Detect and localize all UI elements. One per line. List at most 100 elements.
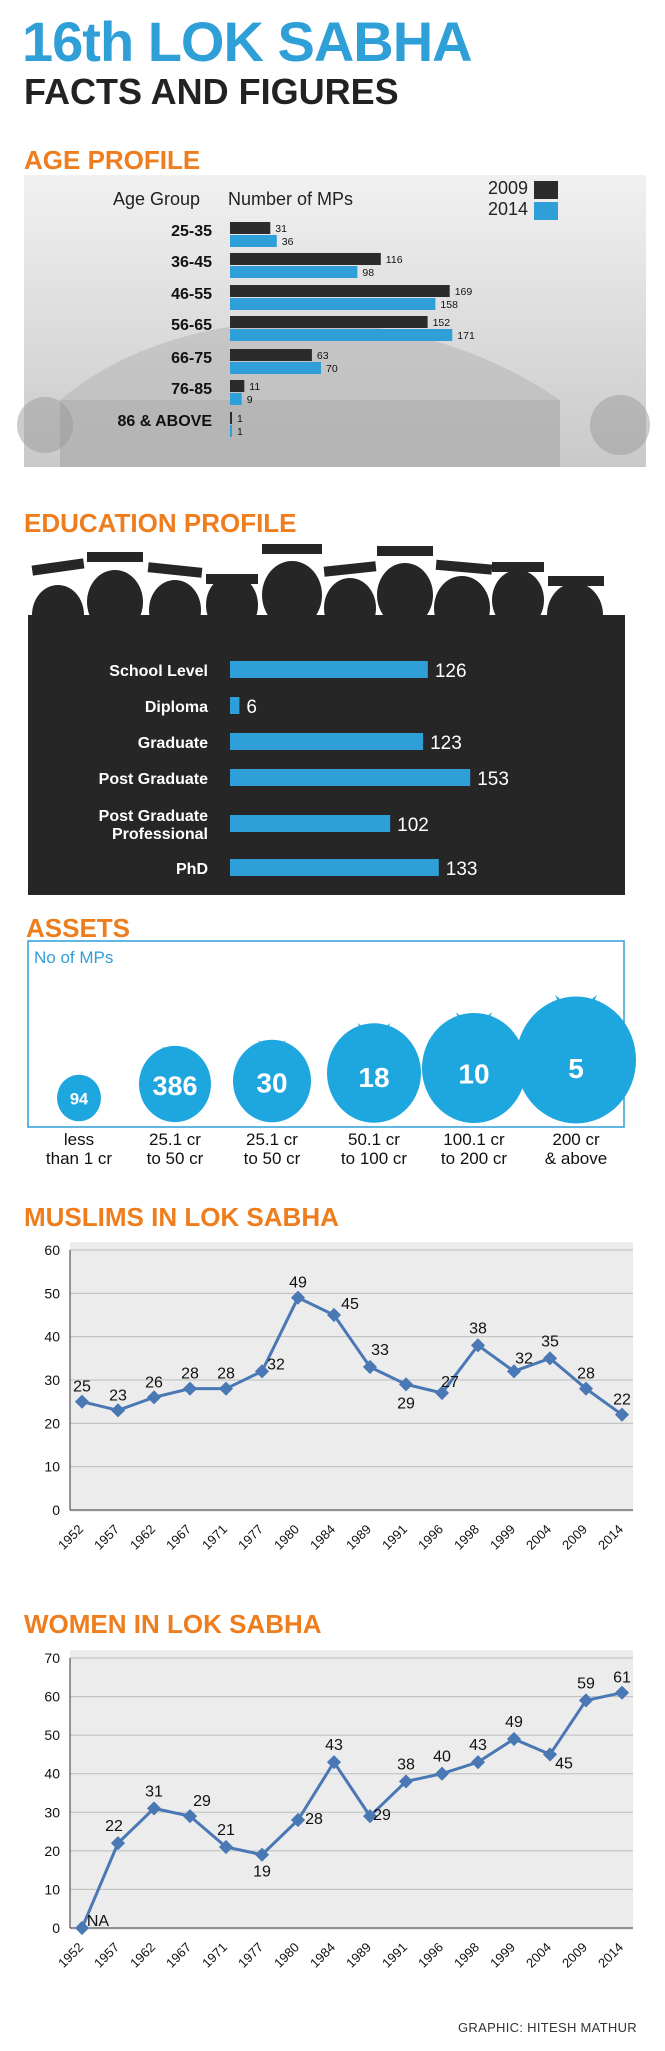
x-tick-label: 1998	[451, 1522, 482, 1553]
legend-2009-label: 2009	[488, 178, 528, 198]
asset-category-label: 25.1 cr	[149, 1130, 201, 1149]
edu-category-label: Post Graduate	[99, 771, 208, 788]
data-point	[542, 1351, 558, 1366]
age-bar-value: 1	[237, 413, 243, 425]
asset-category-label: to 200 cr	[441, 1149, 507, 1168]
data-label: 38	[397, 1756, 415, 1773]
series-line	[80, 1691, 623, 1929]
y-tick-label: 60	[44, 1689, 60, 1705]
x-tick-label: 2014	[595, 1940, 626, 1971]
legend-2009-swatch	[534, 181, 558, 199]
x-tick-label: 1962	[127, 1940, 158, 1971]
asset-count: 94	[70, 1091, 89, 1109]
tree-left	[17, 397, 73, 453]
edu-bar-value: 126	[435, 661, 467, 682]
age-category-label: 66-75	[171, 350, 212, 367]
age-bar-value: 171	[457, 330, 475, 342]
x-tick-label: 1971	[199, 1522, 230, 1553]
data-point	[326, 1307, 342, 1323]
x-tick-label: 1977	[235, 1522, 266, 1553]
x-tick-label: 1980	[271, 1522, 302, 1553]
asset-category-label: to 100 cr	[341, 1149, 407, 1168]
data-point	[578, 1693, 594, 1708]
data-label: 29	[397, 1395, 415, 1412]
age-profile-chart: Age Group Number of MPs 2009 2014 25-35 3…	[17, 175, 650, 467]
legend-2014-label: 2014	[488, 199, 528, 219]
edu-bar	[230, 697, 240, 714]
age-bar-value: 116	[386, 254, 403, 266]
age-bar-value: 98	[362, 267, 374, 279]
age-bar-2009	[230, 412, 232, 424]
age-bar-value: 36	[282, 236, 294, 248]
data-label: 61	[613, 1670, 631, 1687]
y-tick-label: 60	[44, 1242, 60, 1258]
data-label: 25	[73, 1379, 91, 1396]
data-label: 27	[441, 1374, 459, 1391]
x-tick-label: 1991	[379, 1522, 410, 1553]
age-bar-2009	[230, 380, 245, 392]
age-bar-value: 158	[440, 299, 458, 311]
data-label: 21	[217, 1822, 235, 1839]
money-bag	[57, 1074, 101, 1122]
edu-bar	[230, 661, 428, 678]
y-tick-label: 10	[44, 1881, 60, 1897]
age-bar-value: 152	[433, 317, 451, 329]
data-label: 23	[109, 1387, 127, 1404]
y-tick-label: 10	[44, 1459, 60, 1475]
data-label: 38	[469, 1320, 487, 1337]
age-bar-2014	[230, 298, 436, 310]
x-tick-label: 2014	[595, 1522, 626, 1553]
y-tick-label: 0	[52, 1502, 60, 1518]
age-category-label: 46-55	[171, 286, 212, 303]
asset-count: 386	[152, 1071, 197, 1101]
age-bar-2014	[230, 425, 232, 437]
series-line	[81, 1295, 623, 1416]
y-tick-label: 30	[44, 1804, 60, 1820]
x-tick-label: 1967	[163, 1940, 194, 1971]
page-subtitle: FACTS AND FIGURES	[24, 71, 399, 112]
x-tick-label: 1971	[199, 1940, 230, 1971]
asset-category-label: to 50 cr	[147, 1149, 204, 1168]
data-label: 45	[341, 1296, 359, 1313]
assets-title: ASSETS	[26, 913, 131, 943]
data-point	[362, 1359, 378, 1375]
x-tick-label: 1989	[343, 1522, 374, 1553]
age-bar-value: 169	[455, 286, 473, 298]
data-label: 59	[577, 1675, 595, 1692]
age-category-label: 86 & ABOVE	[117, 413, 212, 430]
data-label: 29	[193, 1793, 211, 1810]
age-bar-value: 11	[249, 381, 260, 393]
money-bag	[139, 1045, 211, 1123]
edu-bar-value: 153	[477, 769, 509, 790]
age-bar-2014	[230, 393, 242, 405]
data-label: NA	[87, 1913, 110, 1930]
asset-category-label: 25.1 cr	[246, 1130, 298, 1149]
data-point	[434, 1385, 450, 1401]
asset-count: 5	[568, 1053, 584, 1084]
x-tick-label: 1999	[487, 1940, 518, 1971]
x-tick-label: 1980	[271, 1940, 302, 1971]
x-tick-label: 1998	[451, 1940, 482, 1971]
x-tick-label: 2009	[559, 1940, 590, 1971]
age-bar-value: 63	[317, 350, 329, 362]
asset-category-label: than 1 cr	[46, 1149, 112, 1168]
edu-bar-value: 133	[446, 859, 478, 880]
age-bar-value: 9	[247, 394, 253, 406]
edu-category-label: Post Graduate	[99, 808, 208, 825]
edu-bar	[230, 815, 391, 832]
age-category-label: 25-35	[171, 223, 212, 240]
asset-count: 30	[256, 1068, 287, 1099]
age-category-label: 56-65	[171, 317, 212, 334]
asset-count: 10	[458, 1059, 489, 1090]
data-label: 35	[541, 1333, 559, 1350]
tree-right	[590, 395, 650, 455]
data-point	[74, 1920, 90, 1936]
y-tick-label: 30	[44, 1372, 60, 1388]
data-label: 32	[267, 1356, 285, 1373]
x-tick-label: 2004	[523, 1940, 554, 1971]
data-label: 43	[325, 1737, 343, 1754]
age-group-header: Age Group	[113, 189, 200, 209]
x-tick-label: 1999	[487, 1522, 518, 1553]
muslims-title: MUSLIMS IN LOK SABHA	[24, 1202, 339, 1232]
